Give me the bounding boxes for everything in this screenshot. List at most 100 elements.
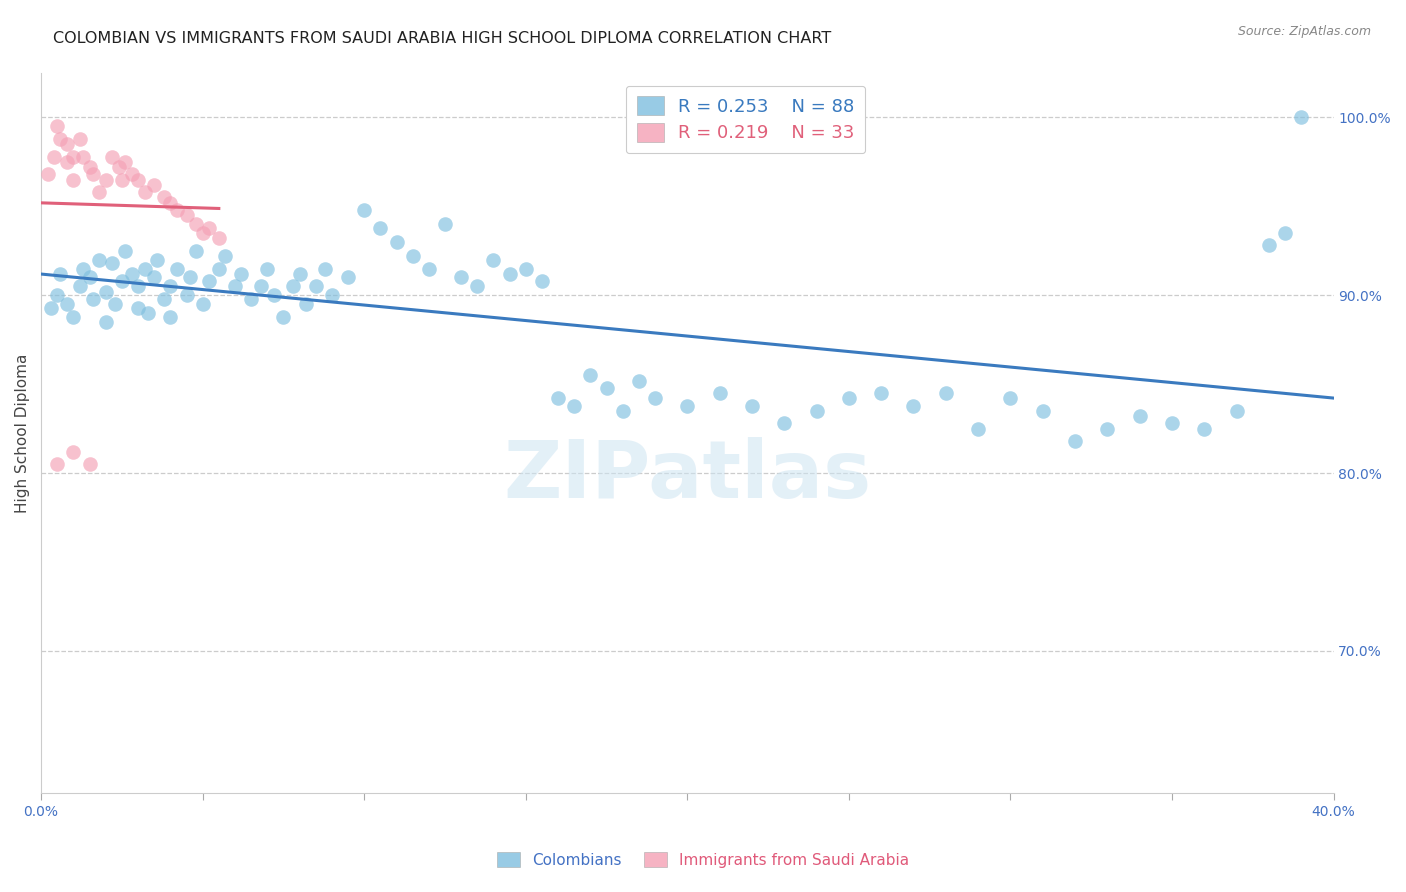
Point (433, 217, 456, 231)
Text: Source: ZipAtlas.com: Source: ZipAtlas.com (1237, 25, 1371, 38)
Point (627, 374, 650, 388)
Point (111, 274, 134, 288)
Point (1097, 422, 1119, 436)
Point (1289, 111, 1312, 125)
Point (111, 172, 134, 186)
Point (263, 288, 285, 302)
Point (903, 399, 925, 413)
Point (121, 167, 143, 181)
Point (94, 172, 117, 186)
Point (208, 261, 231, 276)
Point (515, 261, 537, 276)
Point (281, 279, 304, 293)
Point (143, 270, 166, 285)
Point (127, 301, 149, 315)
Point (612, 404, 634, 418)
Point (62, 444, 84, 458)
Text: COLOMBIAN VS IMMIGRANTS FROM SAUDI ARABIA HIGH SCHOOL DIPLOMA CORRELATION CHART: COLOMBIAN VS IMMIGRANTS FROM SAUDI ARABI… (53, 31, 832, 46)
Point (256, 261, 278, 276)
Point (56, 154, 79, 169)
Point (127, 279, 149, 293)
Point (418, 261, 440, 276)
Point (295, 297, 318, 311)
Point (547, 392, 569, 406)
Point (1000, 392, 1022, 406)
Point (676, 399, 699, 413)
Point (72, 261, 94, 276)
Point (741, 399, 763, 413)
Point (82, 292, 104, 306)
Point (107, 160, 129, 174)
Point (62, 172, 84, 186)
Point (46, 120, 69, 134)
Point (773, 417, 796, 431)
Point (224, 279, 246, 293)
Point (579, 368, 602, 383)
Legend: Colombians, Immigrants from Saudi Arabia: Colombians, Immigrants from Saudi Arabia (491, 846, 915, 873)
Point (69, 279, 91, 293)
Point (176, 208, 198, 222)
Point (37, 167, 59, 181)
Point (79, 457, 101, 471)
Point (49, 267, 72, 281)
Point (1226, 404, 1249, 418)
Point (46, 457, 69, 471)
Point (94, 315, 117, 329)
Point (305, 279, 328, 293)
Point (186, 217, 208, 231)
Point (153, 292, 176, 306)
Point (337, 270, 360, 285)
Point (42, 150, 65, 164)
Point (1032, 404, 1054, 418)
Point (62, 310, 84, 324)
Point (49, 132, 72, 146)
Point (385, 235, 408, 249)
Point (1064, 434, 1087, 449)
Point (191, 297, 214, 311)
Point (370, 220, 392, 235)
Point (56, 137, 79, 152)
Point (250, 279, 273, 293)
Point (94, 285, 117, 299)
Point (1161, 417, 1184, 431)
Point (104, 297, 127, 311)
Point (153, 190, 176, 204)
Point (967, 422, 990, 436)
Point (101, 256, 124, 270)
Point (321, 288, 343, 302)
Point (179, 270, 201, 285)
Point (186, 244, 208, 258)
Point (595, 381, 617, 395)
Y-axis label: High School Diploma: High School Diploma (15, 353, 30, 513)
Point (146, 252, 169, 267)
Point (134, 185, 156, 199)
Point (89, 185, 111, 199)
Point (838, 392, 860, 406)
Point (709, 386, 731, 401)
Point (79, 160, 101, 174)
Point (314, 261, 336, 276)
Point (101, 150, 124, 164)
Point (127, 172, 149, 186)
Point (121, 267, 143, 281)
Point (56, 297, 79, 311)
Point (353, 202, 375, 217)
Point (498, 267, 520, 281)
Point (159, 279, 181, 293)
Point (1274, 226, 1296, 240)
Point (198, 274, 221, 288)
Point (79, 270, 101, 285)
Point (644, 392, 666, 406)
Point (166, 261, 188, 276)
Point (39, 301, 62, 315)
Point (288, 267, 311, 281)
Point (176, 288, 198, 302)
Point (136, 306, 159, 320)
Point (143, 178, 166, 192)
Point (191, 226, 214, 240)
Point (134, 261, 156, 276)
Point (166, 202, 188, 217)
Point (82, 167, 104, 181)
Point (231, 267, 253, 281)
Point (482, 252, 505, 267)
